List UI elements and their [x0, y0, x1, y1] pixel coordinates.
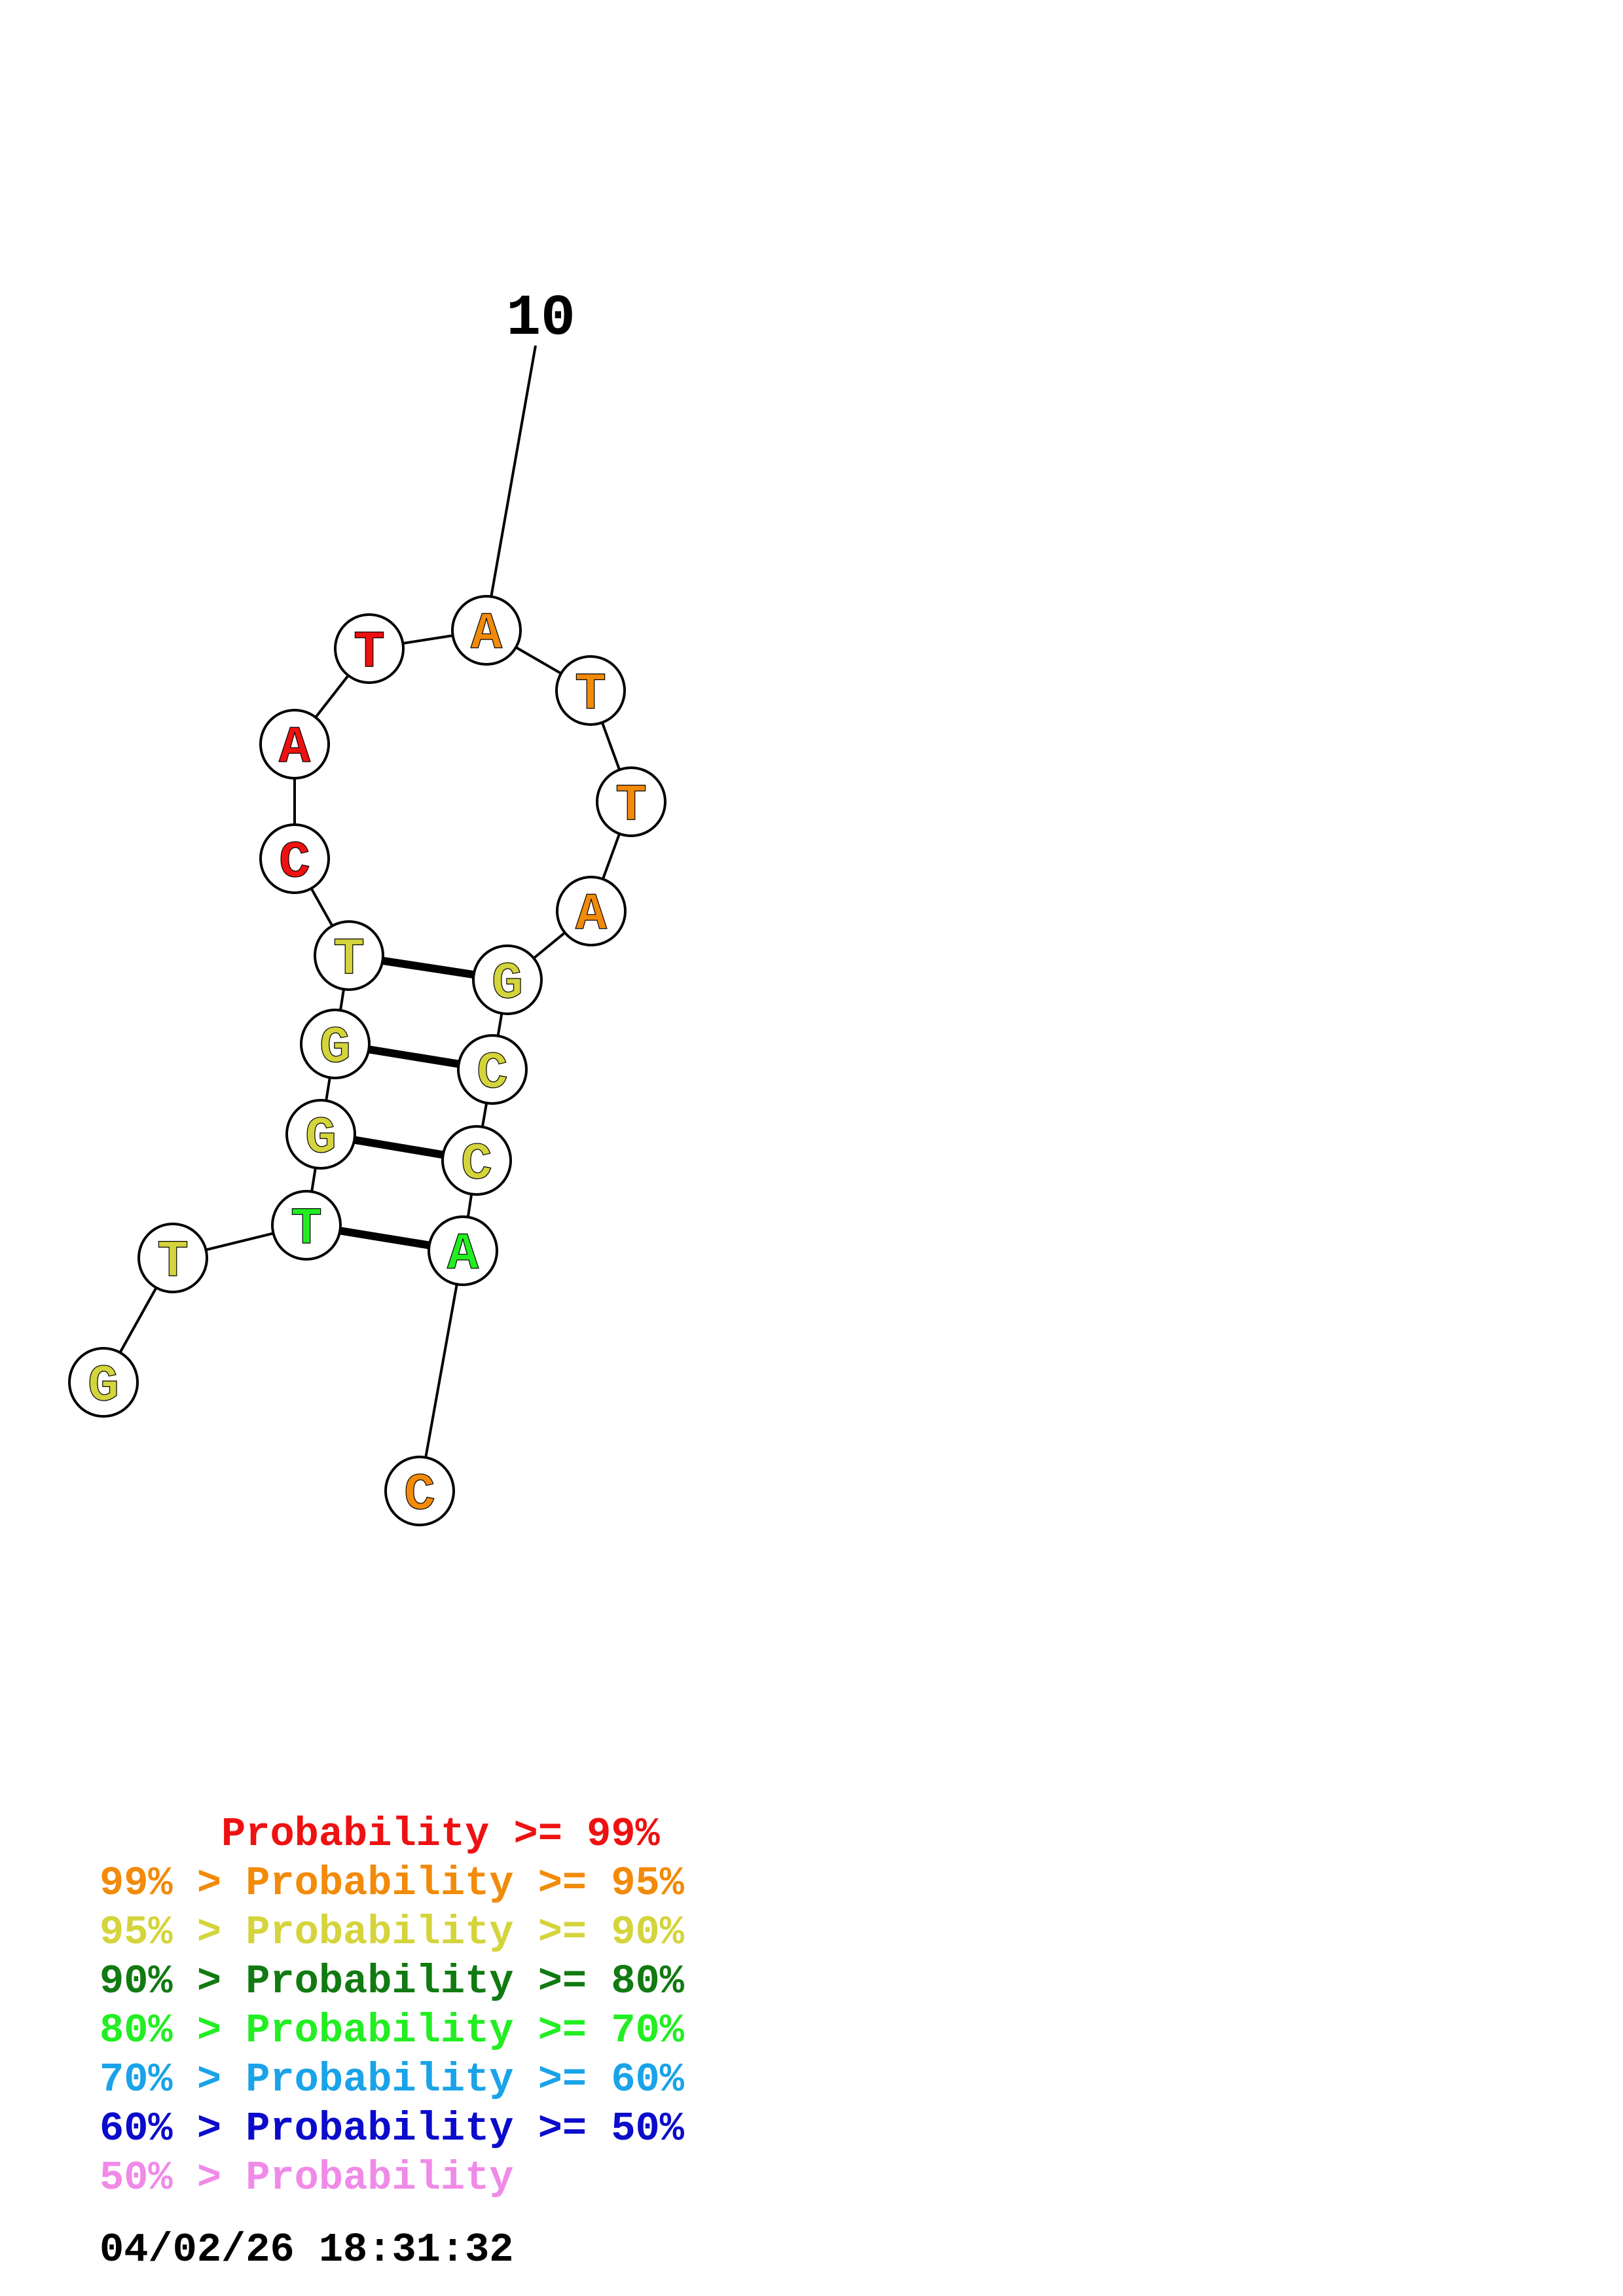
nucleotide-2: T	[137, 1223, 208, 1293]
nucleotide-base-label: T	[615, 776, 647, 836]
position-label-group: 10	[490, 287, 575, 598]
nucleotide-base-label: G	[88, 1357, 119, 1416]
nucleotide-base-label: C	[477, 1044, 508, 1103]
legend-entry-95: 99% > Probability >= 95%	[100, 1860, 684, 1907]
legend-entry-90: 95% > Probability >= 90%	[100, 1909, 684, 1956]
position-label-10: 10	[506, 287, 575, 351]
nucleotide-1: G	[68, 1347, 139, 1418]
nucleotide-circle	[314, 920, 384, 991]
nucleotide-circle	[457, 1034, 528, 1105]
nucleotide-circle	[441, 1125, 512, 1196]
nucleotide-18: C	[384, 1456, 455, 1526]
nucleotide-circle	[556, 876, 627, 946]
nucleotide-circle	[596, 766, 666, 837]
nucleotide-circle	[555, 655, 626, 726]
nucleotide-base-label: G	[492, 954, 523, 1014]
legend-entry-99: Probability >= 99%	[100, 1811, 660, 1857]
legend-entry-below-50: 50% > Probability	[100, 2155, 514, 2201]
nucleotide-15: C	[457, 1034, 528, 1105]
nucleotide-circle	[137, 1223, 208, 1293]
nucleotide-6: T	[314, 920, 384, 991]
nucleotide-circle	[271, 1190, 342, 1261]
nucleotide-13: A	[556, 876, 627, 946]
nucleotide-circle	[451, 595, 522, 666]
nucleotide-circle	[300, 1009, 371, 1079]
nucleotide-base-label: A	[447, 1225, 479, 1285]
nucleotide-base-label: G	[305, 1109, 337, 1168]
legend-entry-80: 90% > Probability >= 80%	[100, 1958, 684, 2005]
nucleotide-8: A	[259, 709, 330, 780]
nucleotide-circle	[428, 1215, 498, 1286]
nucleotide-circle	[384, 1456, 455, 1526]
nucleotide-base-label: T	[354, 623, 385, 683]
legend-entry-50: 60% > Probability >= 50%	[100, 2106, 684, 2152]
nucleotide-base-label: T	[291, 1200, 322, 1259]
nucleotide-base-label: G	[319, 1018, 351, 1078]
nucleotide-base-label: C	[279, 833, 310, 893]
nucleotide-base-label: C	[404, 1465, 435, 1525]
position-label-line	[490, 345, 537, 598]
nucleotide-circle	[68, 1347, 139, 1418]
nucleotide-base-label: A	[471, 605, 503, 664]
nucleotide-7: C	[259, 823, 330, 894]
nucleotide-circle	[334, 613, 405, 684]
probability-legend: Probability >= 99% 99% > Probability >= …	[100, 1810, 684, 2202]
nucleotide-base-label: T	[333, 930, 365, 990]
nucleotide-base-label: A	[575, 886, 608, 945]
legend-entry-70: 80% > Probability >= 70%	[100, 2007, 684, 2054]
nucleotide-9: T	[334, 613, 405, 684]
nucleotide-14: G	[472, 944, 543, 1015]
backbone-segment	[418, 1250, 464, 1492]
nucleotide-circle	[259, 709, 330, 780]
nucleotide-circle	[259, 823, 330, 894]
nucleotide-11: T	[555, 655, 626, 726]
nucleotide-circle	[472, 944, 543, 1015]
nucleotide-16: C	[441, 1125, 512, 1196]
nucleotide-base-label: T	[157, 1232, 189, 1292]
backbone-lines	[102, 629, 632, 1492]
nucleotide-base-label: A	[279, 719, 311, 778]
nucleotide-base-label: T	[575, 665, 606, 725]
nucleotide-5: G	[300, 1009, 371, 1079]
legend-entry-60: 70% > Probability >= 60%	[100, 2056, 684, 2103]
nucleotide-17: A	[428, 1215, 498, 1286]
nucleotide-base-label: C	[461, 1135, 492, 1194]
timestamp: 04/02/26 18:31:32	[100, 2227, 514, 2273]
nucleotide-4: G	[285, 1099, 356, 1170]
nucleotide-circle	[285, 1099, 356, 1170]
nucleotide-10: A	[451, 595, 522, 666]
nucleotide-3: T	[271, 1190, 342, 1261]
nucleotide-12: T	[596, 766, 666, 837]
